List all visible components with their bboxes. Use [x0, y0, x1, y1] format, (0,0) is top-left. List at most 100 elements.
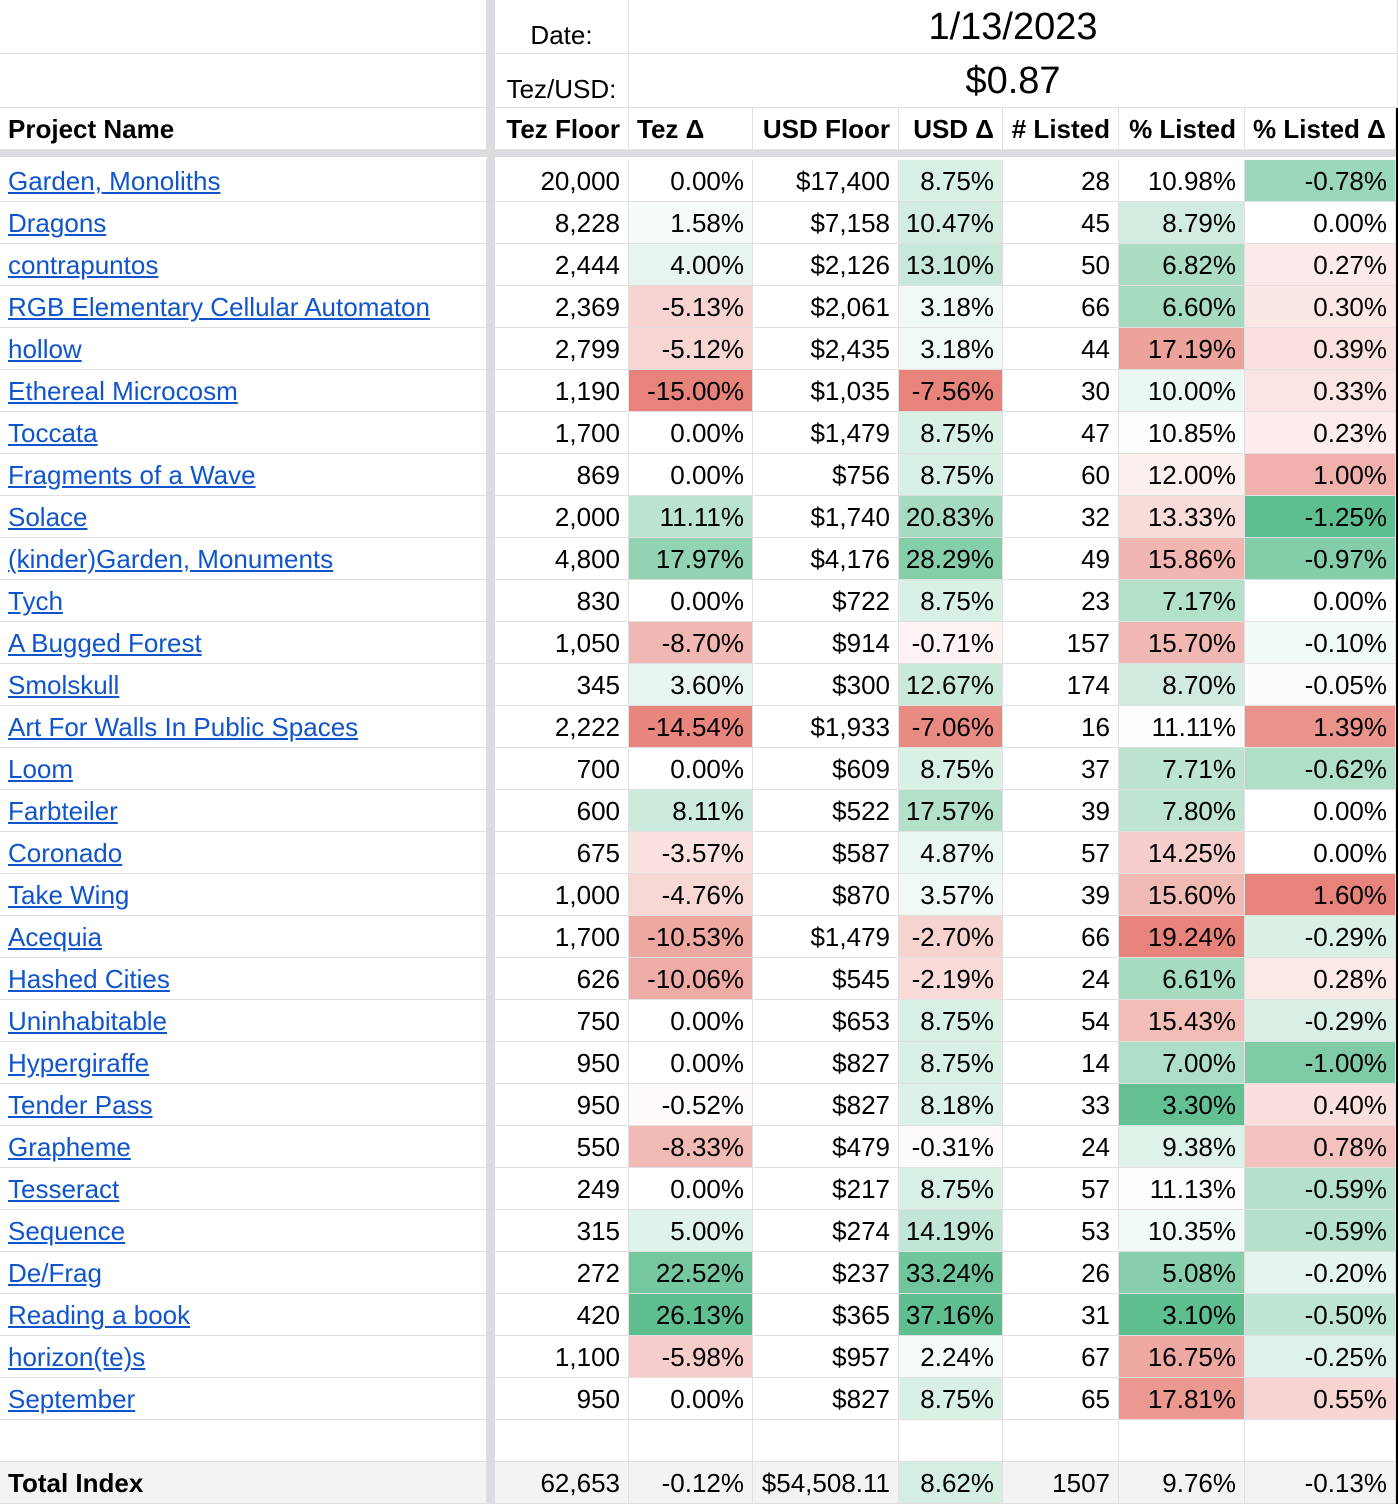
usd-delta-cell[interactable]: 8.75%	[899, 1168, 1003, 1210]
project-link[interactable]: Tych	[8, 586, 63, 616]
usd-delta-cell[interactable]: 37.16%	[899, 1294, 1003, 1336]
tez-floor-cell[interactable]: 2,000	[495, 496, 629, 538]
tez-floor-cell[interactable]: 626	[495, 958, 629, 1000]
listed-pct-delta-cell[interactable]: 0.28%	[1245, 958, 1396, 1000]
project-link[interactable]: Coronado	[8, 838, 123, 868]
listed-pct-delta-cell[interactable]: -0.25%	[1245, 1336, 1396, 1378]
date-value[interactable]: 1/13/2023	[629, 0, 1398, 54]
tez-floor-cell[interactable]: 2,799	[495, 328, 629, 370]
project-name-cell[interactable]: Uninhabitable	[0, 1000, 487, 1042]
project-link[interactable]: Garden, Monoliths	[8, 166, 221, 196]
usd-floor-cell[interactable]: $300	[753, 664, 899, 706]
usd-delta-cell[interactable]: 4.87%	[899, 832, 1003, 874]
usd-delta-cell[interactable]: 20.83%	[899, 496, 1003, 538]
rate-value[interactable]: $0.87	[629, 54, 1398, 108]
project-link[interactable]: Smolskull	[8, 670, 120, 700]
listed-pct-cell[interactable]: 6.60%	[1119, 286, 1245, 328]
empty-cell[interactable]	[0, 54, 487, 108]
project-name-cell[interactable]: Hypergiraffe	[0, 1042, 487, 1084]
usd-delta-cell[interactable]: 8.75%	[899, 1042, 1003, 1084]
project-name-cell[interactable]: Farbteiler	[0, 790, 487, 832]
tez-floor-cell[interactable]: 249	[495, 1168, 629, 1210]
project-name-cell[interactable]: contrapuntos	[0, 244, 487, 286]
usd-floor-cell[interactable]: $827	[753, 1378, 899, 1420]
listed-pct-cell[interactable]: 3.10%	[1119, 1294, 1245, 1336]
usd-delta-cell[interactable]: 8.75%	[899, 454, 1003, 496]
empty-cell[interactable]	[753, 1420, 899, 1462]
project-link[interactable]: Take Wing	[8, 880, 130, 910]
tez-delta-cell[interactable]: 0.00%	[629, 454, 753, 496]
listed-pct-delta-cell[interactable]: 1.60%	[1245, 874, 1396, 916]
tez-delta-cell[interactable]: -10.53%	[629, 916, 753, 958]
empty-cell[interactable]	[0, 0, 487, 54]
listed-count-cell[interactable]: 30	[1003, 370, 1119, 412]
listed-pct-cell[interactable]: 11.13%	[1119, 1168, 1245, 1210]
usd-delta-cell[interactable]: 8.75%	[899, 1000, 1003, 1042]
listed-pct-delta-cell[interactable]: 1.00%	[1245, 454, 1396, 496]
listed-pct-cell[interactable]: 17.81%	[1119, 1378, 1245, 1420]
tez-floor-cell[interactable]: 20,000	[495, 160, 629, 202]
tez-floor-cell[interactable]: 2,369	[495, 286, 629, 328]
usd-floor-cell[interactable]: $545	[753, 958, 899, 1000]
project-name-cell[interactable]: Tesseract	[0, 1168, 487, 1210]
rate-label[interactable]: Tez/USD:	[495, 54, 629, 108]
project-link[interactable]: Sequence	[8, 1216, 126, 1246]
listed-pct-cell[interactable]: 7.00%	[1119, 1042, 1245, 1084]
project-name-cell[interactable]: Smolskull	[0, 664, 487, 706]
listed-pct-delta-cell[interactable]: 0.23%	[1245, 412, 1396, 454]
project-name-cell[interactable]: Coronado	[0, 832, 487, 874]
project-link[interactable]: (kinder)Garden, Monuments	[8, 544, 334, 574]
tez-floor-cell[interactable]: 1,000	[495, 874, 629, 916]
project-link[interactable]: horizon(te)s	[8, 1342, 146, 1372]
usd-floor-cell[interactable]: $17,400	[753, 160, 899, 202]
listed-pct-delta-cell[interactable]: -1.00%	[1245, 1042, 1396, 1084]
project-name-cell[interactable]: Take Wing	[0, 874, 487, 916]
total-project-name[interactable]: Total Index	[0, 1462, 487, 1504]
tez-floor-cell[interactable]: 1,190	[495, 370, 629, 412]
listed-pct-cell[interactable]: 19.24%	[1119, 916, 1245, 958]
usd-floor-cell[interactable]: $914	[753, 622, 899, 664]
project-name-cell[interactable]: Solace	[0, 496, 487, 538]
tez-floor-cell[interactable]: 869	[495, 454, 629, 496]
listed-count-cell[interactable]: 26	[1003, 1252, 1119, 1294]
project-link[interactable]: Tender Pass	[8, 1090, 153, 1120]
listed-count-cell[interactable]: 66	[1003, 286, 1119, 328]
listed-pct-cell[interactable]: 15.70%	[1119, 622, 1245, 664]
listed-pct-delta-cell[interactable]: 0.00%	[1245, 832, 1396, 874]
project-link[interactable]: Dragons	[8, 208, 107, 238]
listed-pct-delta-cell[interactable]: 0.55%	[1245, 1378, 1396, 1420]
listed-pct-delta-cell[interactable]: -0.29%	[1245, 1000, 1396, 1042]
project-name-cell[interactable]: Toccata	[0, 412, 487, 454]
total-usd-floor[interactable]: $54,508.11	[753, 1462, 899, 1504]
listed-count-cell[interactable]: 47	[1003, 412, 1119, 454]
project-name-cell[interactable]: horizon(te)s	[0, 1336, 487, 1378]
project-link[interactable]: Solace	[8, 502, 88, 532]
tez-floor-cell[interactable]: 1,700	[495, 916, 629, 958]
tez-floor-cell[interactable]: 600	[495, 790, 629, 832]
tez-delta-cell[interactable]: 0.00%	[629, 748, 753, 790]
usd-floor-cell[interactable]: $7,158	[753, 202, 899, 244]
listed-pct-delta-cell[interactable]: 0.30%	[1245, 286, 1396, 328]
tez-floor-cell[interactable]: 950	[495, 1084, 629, 1126]
listed-pct-cell[interactable]: 5.08%	[1119, 1252, 1245, 1294]
empty-cell[interactable]	[1003, 1420, 1119, 1462]
project-name-cell[interactable]: hollow	[0, 328, 487, 370]
usd-floor-cell[interactable]: $587	[753, 832, 899, 874]
tez-delta-cell[interactable]: -4.76%	[629, 874, 753, 916]
listed-pct-cell[interactable]: 10.35%	[1119, 1210, 1245, 1252]
project-link[interactable]: Fragments of a Wave	[8, 460, 256, 490]
listed-count-cell[interactable]: 33	[1003, 1084, 1119, 1126]
usd-floor-cell[interactable]: $2,126	[753, 244, 899, 286]
tez-floor-cell[interactable]: 675	[495, 832, 629, 874]
project-link[interactable]: Toccata	[8, 418, 98, 448]
project-link[interactable]: hollow	[8, 334, 82, 364]
usd-delta-cell[interactable]: 28.29%	[899, 538, 1003, 580]
project-link[interactable]: Art For Walls In Public Spaces	[8, 712, 359, 742]
tez-delta-cell[interactable]: 1.58%	[629, 202, 753, 244]
header-listed-pct-delta[interactable]: % Listed Δ	[1245, 108, 1396, 150]
listed-count-cell[interactable]: 39	[1003, 790, 1119, 832]
usd-delta-cell[interactable]: -2.19%	[899, 958, 1003, 1000]
header-usd-delta[interactable]: USD Δ	[899, 108, 1003, 150]
tez-floor-cell[interactable]: 4,800	[495, 538, 629, 580]
header-listed-pct[interactable]: % Listed	[1119, 108, 1245, 150]
